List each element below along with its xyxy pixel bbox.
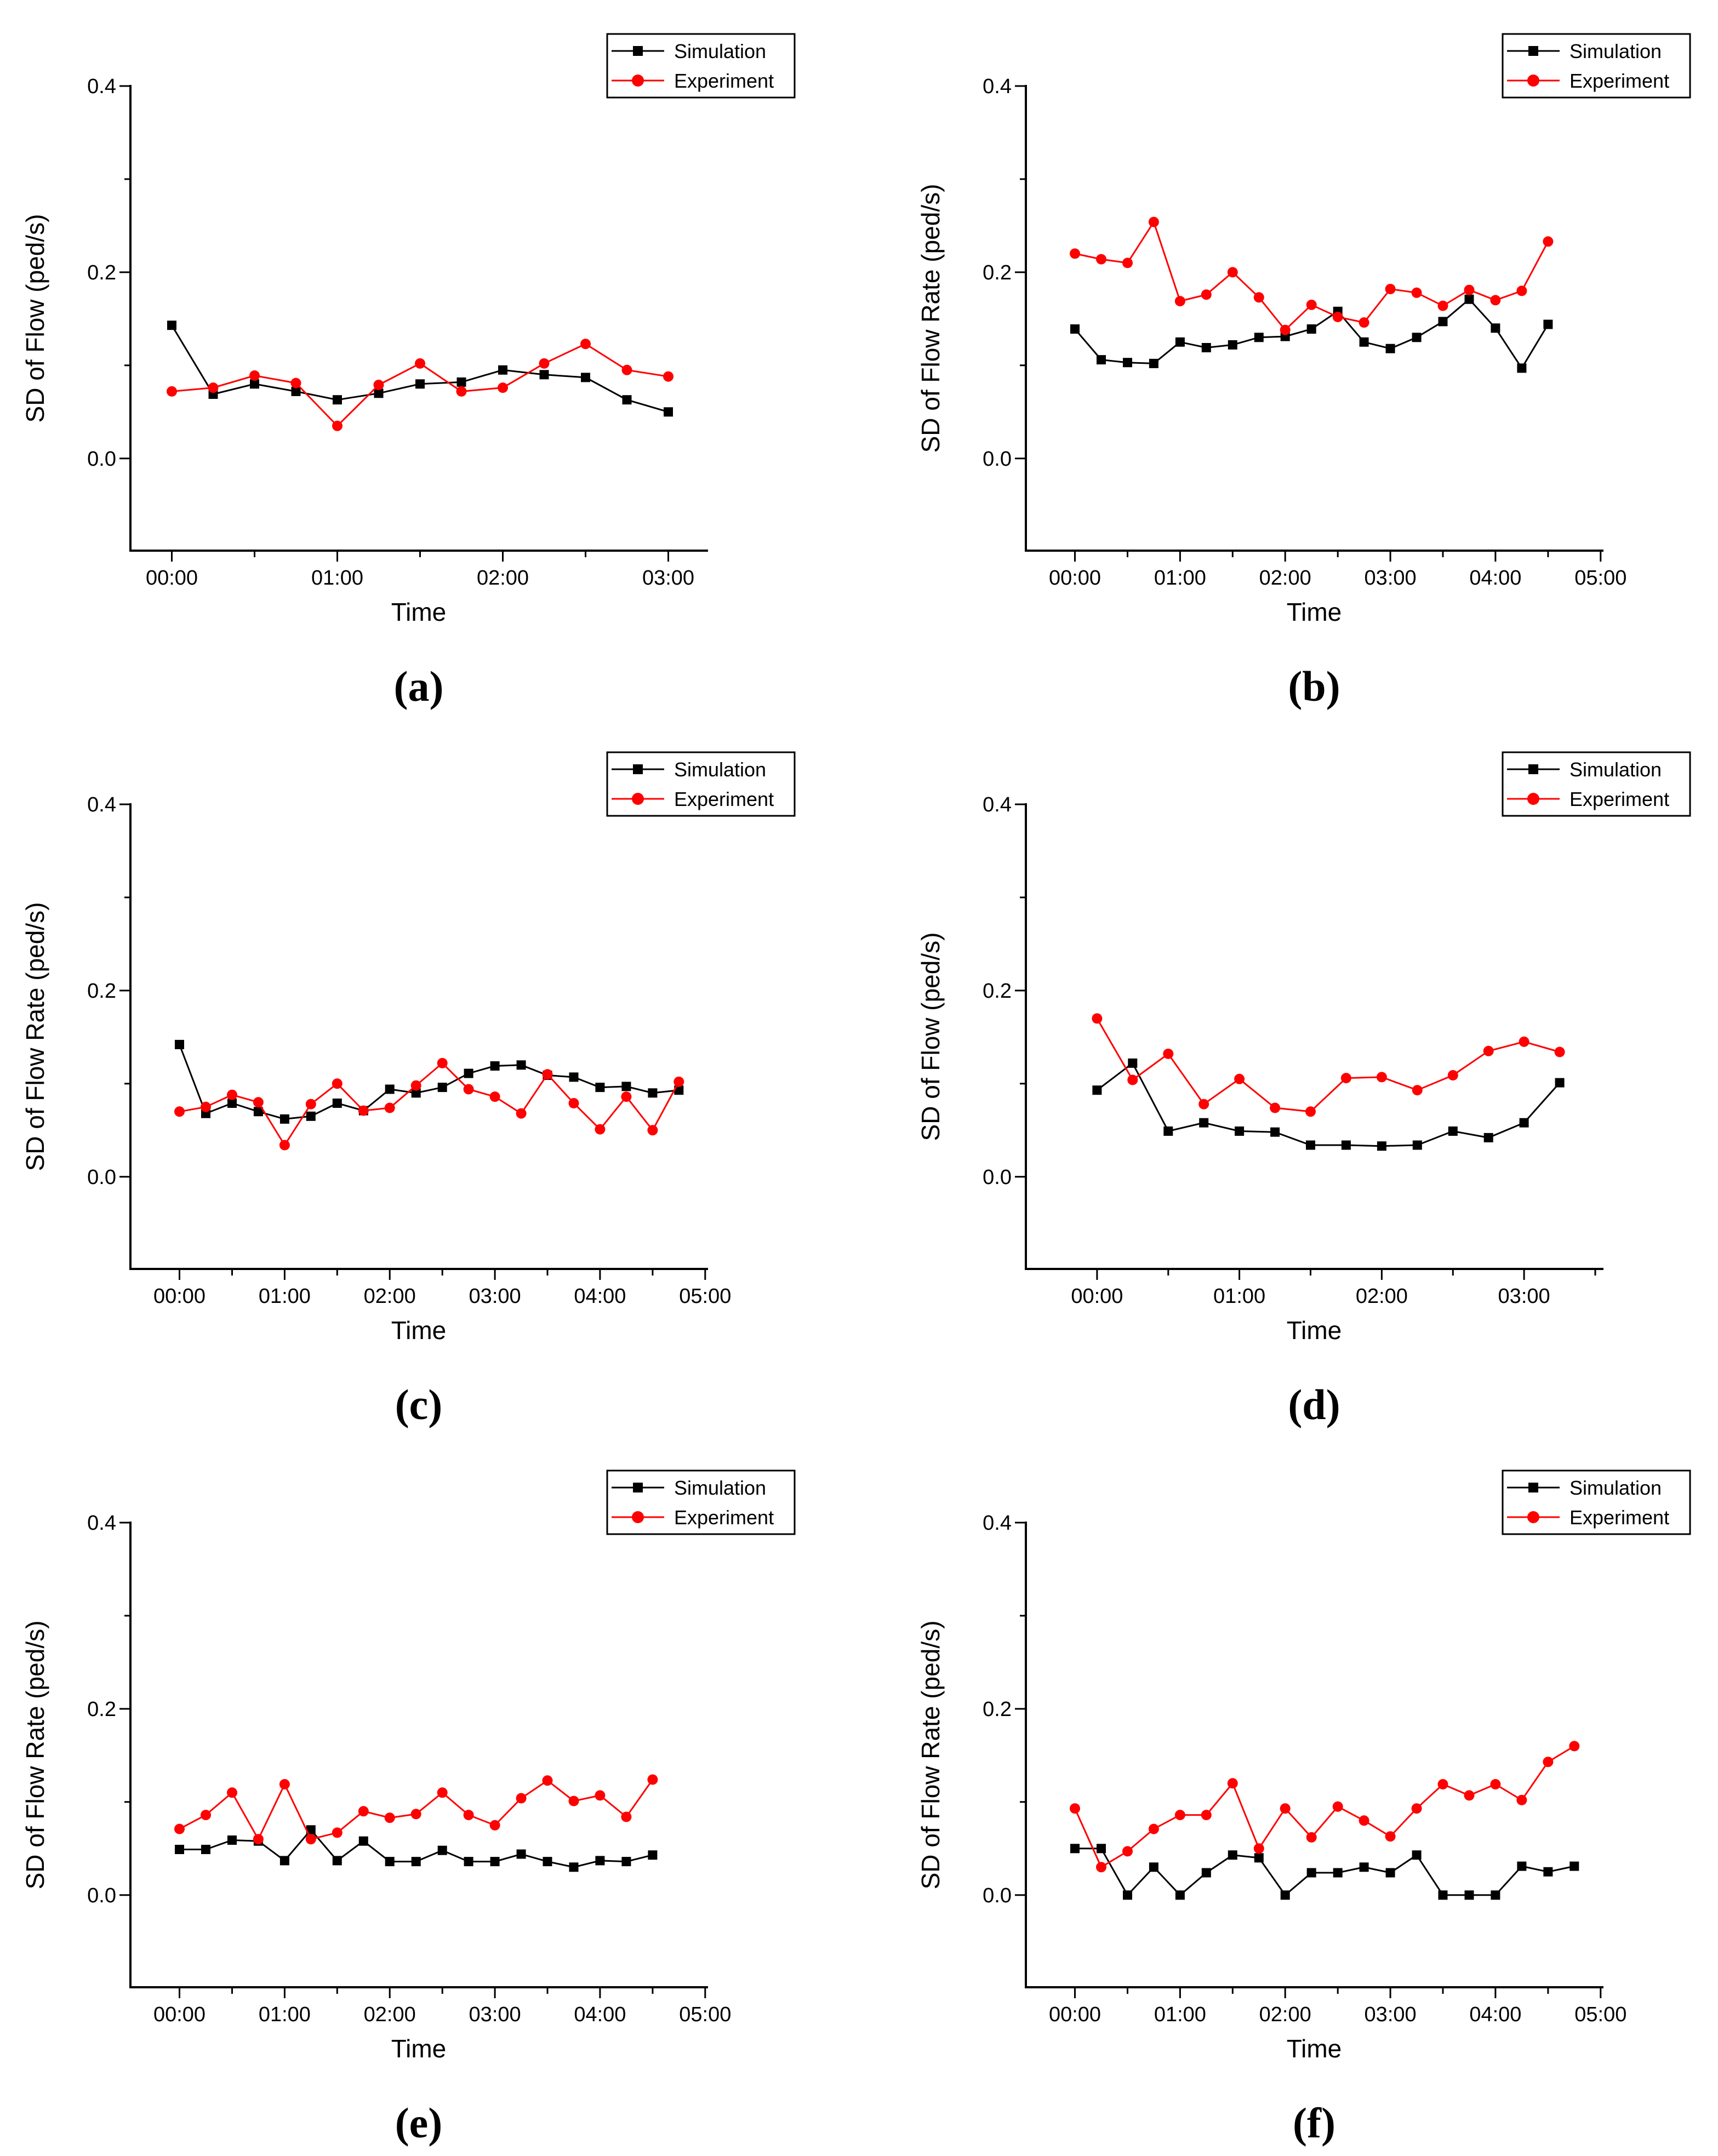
svg-text:SD of Flow Rate (ped/s): SD of Flow Rate (ped/s) xyxy=(21,1621,49,1890)
svg-text:Time: Time xyxy=(391,2034,447,2063)
svg-text:0.0: 0.0 xyxy=(87,448,116,471)
chart-d: 0.0 0.2 0.4 00:00 01:00 02:00 03:00 SD of Flow … xyxy=(916,751,1691,1345)
svg-text:02:00: 02:00 xyxy=(1259,567,1311,590)
svg-text:0.4: 0.4 xyxy=(983,1512,1012,1535)
svg-text:Time: Time xyxy=(391,598,447,626)
panel-a: 0.0 0.2 0.4 00:00 01:00 02:00 03:00 SD of Flow … xyxy=(0,0,895,718)
svg-text:0.4: 0.4 xyxy=(983,75,1012,98)
svg-text:01:00: 01:00 xyxy=(259,2003,311,2026)
svg-text:03:00: 03:00 xyxy=(1365,567,1417,590)
svg-text:00:00: 00:00 xyxy=(1049,2003,1101,2026)
svg-text:Time: Time xyxy=(1287,2034,1342,2063)
svg-text:0.0: 0.0 xyxy=(87,1166,116,1189)
svg-text:0.0: 0.0 xyxy=(983,1166,1012,1189)
svg-text:0.2: 0.2 xyxy=(87,1698,116,1721)
panel-c: 0.0 0.2 0.4 00:00 01:00 02:00 03:00 04:00 05:00 S… xyxy=(0,718,895,1437)
svg-text:Experiment: Experiment xyxy=(1569,1506,1669,1529)
svg-text:04:00: 04:00 xyxy=(574,2003,626,2026)
svg-text:00:00: 00:00 xyxy=(153,2003,206,2026)
panel-b: 0.0 0.2 0.4 00:00 01:00 02:00 03:00 04:00 05:00 S… xyxy=(895,0,1718,718)
svg-text:0.0: 0.0 xyxy=(983,448,1012,471)
svg-text:Simulation: Simulation xyxy=(1569,758,1662,781)
svg-text:0.2: 0.2 xyxy=(983,980,1012,1003)
svg-text:01:00: 01:00 xyxy=(1213,1285,1265,1308)
panel-d: 0.0 0.2 0.4 00:00 01:00 02:00 03:00 SD of Flow … xyxy=(895,718,1718,1437)
svg-text:04:00: 04:00 xyxy=(1469,2003,1521,2026)
svg-text:Time: Time xyxy=(391,1316,447,1345)
svg-text:04:00: 04:00 xyxy=(1469,567,1521,590)
svg-text:05:00: 05:00 xyxy=(679,2003,731,2026)
svg-text:02:00: 02:00 xyxy=(364,1285,416,1308)
svg-text:03:00: 03:00 xyxy=(1365,2003,1417,2026)
svg-text:01:00: 01:00 xyxy=(1154,2003,1206,2026)
svg-text:Time: Time xyxy=(1287,1316,1342,1345)
svg-text:Simulation: Simulation xyxy=(1569,1477,1662,1499)
chart-f: 0.0 0.2 0.4 00:00 01:00 02:00 03:00 04:00 05:00 S… xyxy=(916,1469,1691,2063)
svg-text:SD of Flow Rate (ped/s): SD of Flow Rate (ped/s) xyxy=(21,902,49,1171)
svg-text:02:00: 02:00 xyxy=(1259,2003,1311,2026)
svg-text:SD of Flow (ped/s): SD of Flow (ped/s) xyxy=(21,214,49,423)
svg-text:02:00: 02:00 xyxy=(1356,1285,1408,1308)
svg-text:0.2: 0.2 xyxy=(87,980,116,1003)
panel-caption-d: (d) xyxy=(1288,1381,1340,1428)
svg-text:SD of Flow (ped/s): SD of Flow (ped/s) xyxy=(916,933,945,1141)
svg-text:0.0: 0.0 xyxy=(983,1884,1012,1907)
svg-text:Simulation: Simulation xyxy=(1569,40,1662,62)
svg-text:0.4: 0.4 xyxy=(983,793,1012,816)
svg-text:Experiment: Experiment xyxy=(1569,70,1669,92)
chart-b: 0.0 0.2 0.4 00:00 01:00 02:00 03:00 04:00 05:00 S… xyxy=(916,33,1691,626)
panel-e: 0.0 0.2 0.4 00:00 01:00 02:00 03:00 04:00 05:00 S… xyxy=(0,1437,895,2156)
svg-text:Simulation: Simulation xyxy=(674,1477,766,1499)
chart-a: 0.0 0.2 0.4 00:00 01:00 02:00 03:00 SD of Flow … xyxy=(21,33,796,626)
svg-text:SD of Flow Rate (ped/s): SD of Flow Rate (ped/s) xyxy=(916,1621,945,1890)
svg-text:0.2: 0.2 xyxy=(87,261,116,284)
svg-text:00:00: 00:00 xyxy=(1071,1285,1123,1308)
svg-text:00:00: 00:00 xyxy=(153,1285,206,1308)
svg-text:00:00: 00:00 xyxy=(1049,567,1101,590)
svg-text:05:00: 05:00 xyxy=(679,1285,731,1308)
svg-text:03:00: 03:00 xyxy=(1498,1285,1550,1308)
svg-text:0.2: 0.2 xyxy=(983,261,1012,284)
svg-text:0.4: 0.4 xyxy=(87,1512,116,1535)
svg-text:03:00: 03:00 xyxy=(642,567,694,590)
panel-caption-e: (e) xyxy=(395,2099,443,2147)
panel-caption-b: (b) xyxy=(1288,662,1340,710)
svg-text:01:00: 01:00 xyxy=(1154,567,1206,590)
svg-text:0.4: 0.4 xyxy=(87,793,116,816)
svg-text:02:00: 02:00 xyxy=(364,2003,416,2026)
svg-text:05:00: 05:00 xyxy=(1574,567,1626,590)
svg-text:Experiment: Experiment xyxy=(674,70,774,92)
svg-text:05:00: 05:00 xyxy=(1574,2003,1626,2026)
svg-text:00:00: 00:00 xyxy=(146,567,198,590)
svg-text:SD of Flow Rate (ped/s): SD of Flow Rate (ped/s) xyxy=(916,184,945,453)
svg-text:01:00: 01:00 xyxy=(259,1285,311,1308)
svg-text:02:00: 02:00 xyxy=(477,567,529,590)
svg-text:0.4: 0.4 xyxy=(87,75,116,98)
svg-text:0.2: 0.2 xyxy=(983,1698,1012,1721)
svg-text:03:00: 03:00 xyxy=(469,1285,521,1308)
panel-caption-f: (f) xyxy=(1293,2099,1335,2147)
svg-text:Simulation: Simulation xyxy=(674,758,766,781)
svg-text:01:00: 01:00 xyxy=(311,567,363,590)
svg-text:0.0: 0.0 xyxy=(87,1884,116,1907)
svg-text:Experiment: Experiment xyxy=(674,1506,774,1529)
svg-text:Time: Time xyxy=(1287,598,1342,626)
panel-f: 0.0 0.2 0.4 00:00 01:00 02:00 03:00 04:00 05:00 S… xyxy=(895,1437,1718,2156)
svg-text:Experiment: Experiment xyxy=(1569,788,1669,810)
panel-caption-c: (c) xyxy=(395,1381,443,1428)
svg-text:Simulation: Simulation xyxy=(674,40,766,62)
panel-caption-a: (a) xyxy=(393,662,444,710)
chart-e: 0.0 0.2 0.4 00:00 01:00 02:00 03:00 04:00 05:00 S… xyxy=(21,1469,796,2063)
chart-c: 0.0 0.2 0.4 00:00 01:00 02:00 03:00 04:00 05:00 S… xyxy=(21,751,796,1345)
svg-text:Experiment: Experiment xyxy=(674,788,774,810)
svg-text:03:00: 03:00 xyxy=(469,2003,521,2026)
svg-text:04:00: 04:00 xyxy=(574,1285,626,1308)
